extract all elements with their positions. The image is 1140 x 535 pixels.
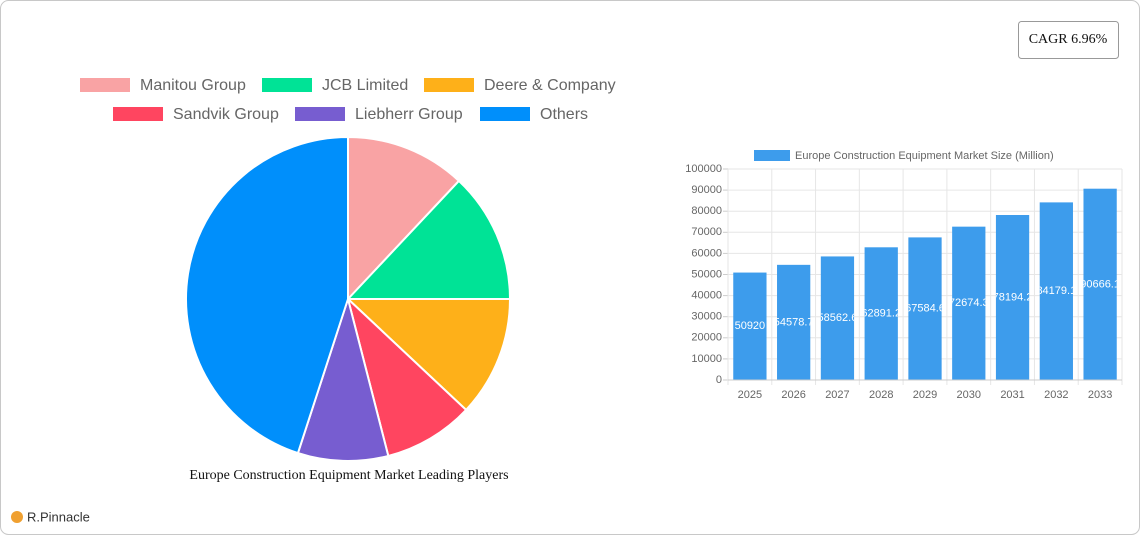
data-label: 78194.2	[993, 291, 1033, 303]
legend-swatch	[754, 150, 790, 161]
y-tick-label: 80000	[691, 205, 722, 217]
brand-logo	[11, 511, 23, 523]
bar	[1039, 202, 1073, 380]
data-label: 58562.6	[818, 312, 858, 324]
x-tick-label: 2025	[738, 389, 762, 401]
pie-slice	[185, 135, 349, 455]
legend-swatch	[480, 107, 530, 121]
legend-swatch	[262, 78, 312, 92]
legend-swatch	[80, 78, 130, 92]
x-tick-label: 2031	[1000, 389, 1024, 401]
pie-slice	[347, 135, 461, 302]
legend-label: Europe Construction Equipment Market Siz…	[795, 150, 1054, 162]
bar	[777, 264, 811, 380]
y-tick-label: 90000	[691, 184, 722, 196]
badge-box	[1018, 21, 1119, 59]
bar	[1083, 188, 1117, 380]
legend-label: Others	[540, 106, 588, 123]
y-tick-label: 60000	[691, 247, 722, 259]
bar	[995, 215, 1030, 380]
legend-label: Deere & Company	[484, 77, 616, 94]
bar	[952, 226, 986, 380]
y-tick-label: 30000	[691, 311, 722, 323]
y-tick-label: 20000	[691, 332, 722, 344]
bar	[733, 272, 767, 380]
legend-label: Manitou Group	[140, 77, 246, 94]
data-label: 72674.3	[949, 297, 989, 309]
y-tick-label: 100000	[685, 163, 722, 175]
x-tick-label: 2030	[957, 389, 981, 401]
x-tick-label: 2027	[825, 389, 849, 401]
data-label: 54578.7	[774, 316, 814, 328]
pie-slice	[345, 298, 512, 412]
y-tick-label: 40000	[691, 290, 722, 302]
y-tick-label: 0	[716, 374, 722, 386]
data-label: 90666.1	[1080, 278, 1120, 290]
pie-slice	[346, 295, 468, 458]
legend-label: JCB Limited	[322, 77, 408, 94]
legend-swatch	[295, 107, 345, 121]
pie-slice	[345, 179, 512, 300]
legend-swatch	[113, 107, 163, 121]
x-tick-label: 2028	[869, 389, 893, 401]
pie-slice	[296, 295, 390, 462]
x-tick-label: 2033	[1088, 389, 1112, 401]
y-tick-label: 70000	[691, 226, 722, 238]
legend-label: Liebherr Group	[355, 106, 463, 123]
legend-label: Sandvik Group	[173, 106, 279, 123]
data-label: 67584.6	[905, 303, 945, 315]
pie-title: Europe Construction Equipment Market Lea…	[189, 468, 508, 483]
bar	[908, 237, 942, 380]
bar	[864, 247, 898, 380]
bar	[820, 256, 855, 380]
y-tick-label: 10000	[691, 353, 722, 365]
y-tick-label: 50000	[691, 268, 722, 280]
x-tick-label: 2029	[913, 389, 937, 401]
data-label: 84179.1	[1036, 285, 1076, 297]
legend-swatch	[424, 78, 474, 92]
brand: R.Pinnacle	[27, 509, 90, 524]
data-label: 50920	[735, 320, 766, 332]
x-tick-label: 2032	[1044, 389, 1068, 401]
data-label: 62891.2	[861, 308, 901, 320]
x-tick-label: 2026	[781, 389, 805, 401]
badge: CAGR 6.96%	[1029, 32, 1108, 47]
